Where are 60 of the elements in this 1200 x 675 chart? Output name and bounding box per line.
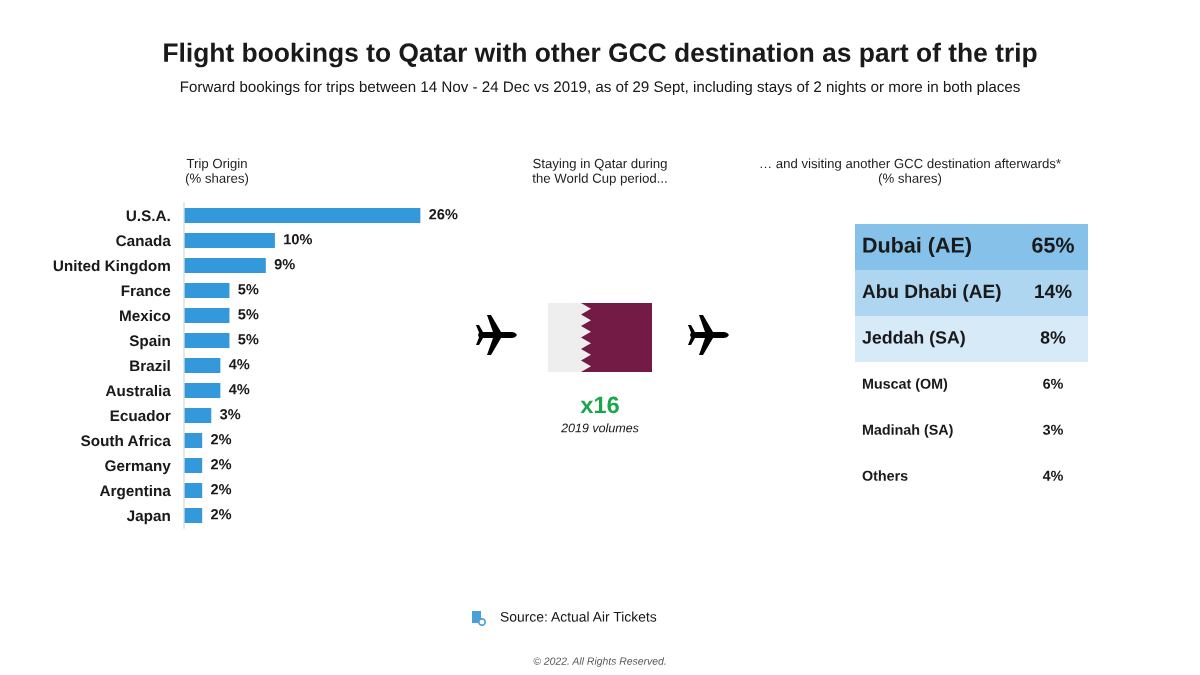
category-label: Abu Dhabi (AE): [862, 284, 1001, 302]
bar: [184, 433, 203, 448]
bar: [184, 258, 266, 273]
category-label: Jeddah (SA): [862, 330, 965, 348]
data-label: 2%: [211, 459, 232, 470]
chart-title: Trip Origin (% shares): [185, 158, 249, 186]
bar: [184, 308, 230, 323]
data-label: 3%: [219, 409, 241, 420]
data-label: 10%: [284, 234, 313, 245]
data-label: 2%: [211, 509, 232, 520]
bar: [184, 508, 203, 523]
bar: [184, 283, 230, 298]
data-label: 2%: [211, 434, 232, 445]
data-label: 2%: [211, 484, 232, 495]
data-label: 4%: [228, 384, 250, 395]
data-label: 6%: [1043, 378, 1063, 389]
data-label: 65%: [1032, 237, 1074, 253]
source-note: Source: Actual Air Tickets: [500, 611, 657, 622]
data-label: 5%: [238, 309, 259, 320]
data-label: 26%: [429, 209, 458, 220]
y-tick-label: U.S.A.: [126, 210, 170, 222]
bar: [184, 383, 221, 398]
text: 2019 volumes: [561, 423, 639, 433]
data-label: 14%: [1035, 284, 1072, 299]
category-label: Others: [862, 470, 908, 481]
category-label: Madinah (SA): [862, 424, 953, 438]
bar: [184, 408, 212, 423]
data-label: 9%: [274, 259, 295, 270]
bar: [184, 458, 203, 473]
bar: [184, 483, 203, 498]
data-label: 5%: [238, 334, 259, 345]
y-tick-label: Mexico: [120, 309, 171, 322]
text: © 2022. All Rights Reserved.: [533, 657, 666, 667]
category-label: Muscat (OM): [862, 378, 948, 392]
text: … and visiting another GCC destination afterwards* (% shares): [760, 158, 1061, 186]
y-tick-label: South Africa: [81, 434, 171, 447]
data-label: 5%: [238, 284, 259, 295]
text: Staying in Qatar during the World Cup period...: [532, 158, 667, 186]
text: Flight bookings to Qatar with other GCC destination as part of the trip: [164, 42, 1037, 68]
text: Forward bookings for trips between 14 Nov - 24 Dec vs 2019, as of 29 Sept, including stays of 2 nights or more in both places: [180, 80, 1020, 96]
y-tick-label: Brazil: [130, 359, 170, 372]
data-label: 4%: [1042, 470, 1063, 481]
y-tick-label: United Kingdom: [53, 259, 170, 275]
data-label: x16: [580, 396, 619, 414]
y-tick-label: Spain: [129, 334, 170, 350]
y-tick-label: Australia: [105, 384, 171, 397]
bar: [184, 358, 221, 373]
data-label: 8%: [1040, 331, 1066, 344]
bar: [184, 333, 230, 348]
y-tick-label: Japan: [126, 510, 170, 525]
data-label: 3%: [1042, 424, 1063, 435]
y-tick-label: France: [121, 285, 171, 297]
data-label: 4%: [228, 359, 250, 370]
y-tick-label: Germany: [105, 460, 171, 475]
y-tick-label: Canada: [116, 234, 171, 247]
category-label: Dubai (AE): [863, 236, 971, 258]
bar: [184, 233, 275, 248]
bar: [184, 208, 421, 223]
y-tick-label: Ecuador: [110, 409, 171, 422]
y-tick-label: Argentina: [99, 484, 171, 500]
